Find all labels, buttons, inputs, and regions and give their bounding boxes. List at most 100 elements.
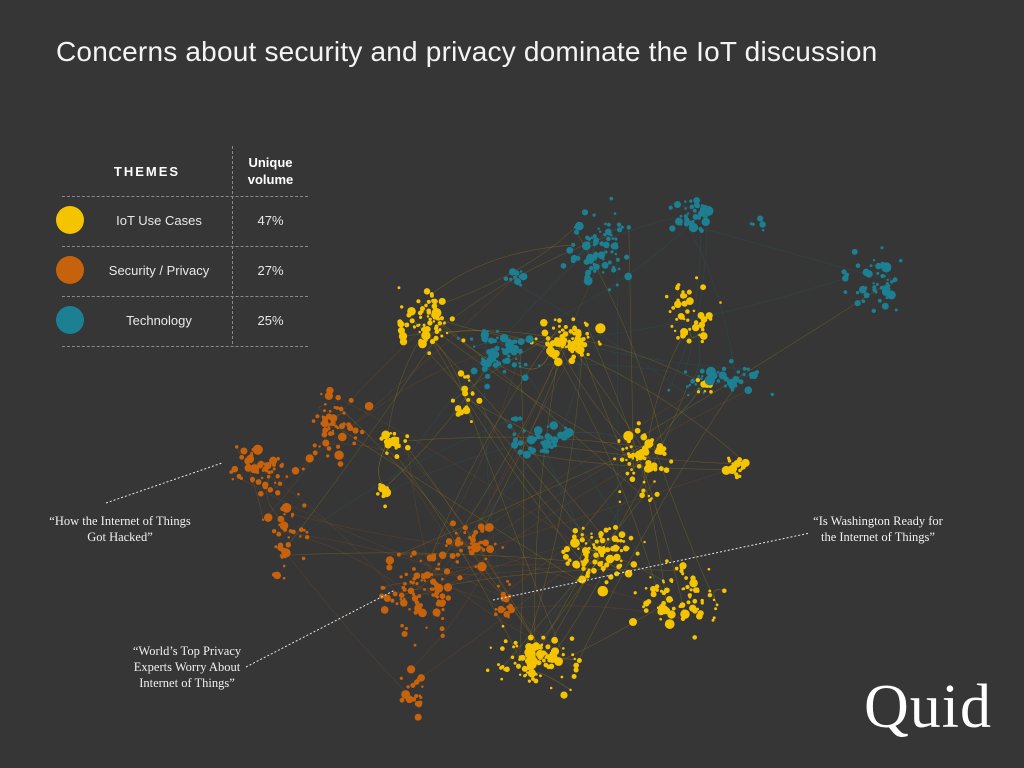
iot-use-cases-node	[649, 576, 652, 579]
technology-node	[689, 204, 695, 210]
security-privacy-node	[445, 538, 453, 545]
iot-use-cases-node	[524, 673, 528, 677]
security-privacy-node	[301, 467, 305, 471]
technology-node	[511, 441, 519, 449]
network-edge	[285, 552, 418, 704]
iot-use-cases-node	[715, 603, 719, 607]
annotation-line: “World’s Top Privacy	[132, 644, 242, 658]
iot-use-cases-node	[711, 618, 715, 622]
technology-node	[688, 223, 699, 233]
technology-node	[686, 393, 690, 397]
network-edge	[447, 330, 551, 352]
network-edge	[436, 331, 631, 457]
iot-use-cases-node	[721, 465, 731, 475]
network-edge	[509, 209, 705, 341]
iot-use-cases-node	[699, 332, 708, 340]
iot-use-cases-node	[548, 663, 555, 670]
security-privacy-node	[324, 391, 333, 400]
iot-use-cases-node	[578, 575, 587, 584]
security-privacy-node	[231, 478, 235, 481]
iot-use-cases-node	[586, 352, 590, 357]
iot-use-cases-node	[604, 580, 609, 585]
security-privacy-node	[395, 602, 399, 606]
network-edge	[381, 438, 459, 555]
iot-use-cases-node	[639, 492, 645, 499]
iot-use-cases-node	[598, 342, 602, 346]
network-edge	[616, 243, 618, 574]
technology-node	[472, 345, 476, 348]
technology-node	[697, 387, 701, 391]
security-privacy-node	[484, 525, 490, 532]
technology-node	[492, 338, 497, 344]
iot-use-cases-node	[669, 578, 674, 583]
technology-node	[593, 269, 597, 273]
iot-use-cases-node	[613, 524, 618, 530]
iot-use-cases-node	[696, 607, 700, 611]
iot-use-cases-node	[385, 451, 389, 455]
technology-node	[892, 277, 898, 283]
iot-use-cases-node	[433, 335, 439, 341]
iot-use-cases-node	[565, 561, 570, 566]
security-privacy-node	[276, 456, 280, 461]
iot-use-cases-node	[618, 500, 622, 504]
iot-use-cases-node	[642, 448, 650, 456]
technology-node	[504, 357, 511, 365]
technology-node	[481, 365, 488, 372]
security-privacy-node	[273, 571, 281, 580]
security-privacy-node	[330, 420, 336, 427]
technology-node	[617, 267, 621, 271]
security-privacy-node	[305, 535, 310, 540]
iot-use-cases-node	[560, 691, 568, 699]
security-privacy-node	[297, 492, 300, 496]
iot-use-cases-node	[625, 458, 628, 462]
security-privacy-node	[321, 415, 325, 419]
iot-use-cases-node	[518, 673, 522, 676]
technology-node	[535, 434, 542, 440]
technology-node	[744, 386, 753, 395]
iot-use-cases-node	[630, 561, 638, 568]
iot-use-cases-node	[457, 409, 465, 416]
iot-use-cases-node	[590, 535, 594, 539]
security-privacy-node	[305, 530, 309, 534]
iot-use-cases-node	[707, 592, 713, 598]
iot-use-cases-node	[385, 486, 389, 491]
iot-use-cases-node	[686, 600, 691, 605]
iot-use-cases-node	[405, 434, 410, 439]
technology-node	[728, 384, 734, 389]
security-privacy-node	[400, 599, 408, 607]
iot-use-cases-node	[500, 646, 505, 651]
iot-use-cases-node	[618, 490, 622, 494]
iot-use-cases-node	[562, 553, 569, 560]
technology-node	[507, 354, 511, 358]
security-privacy-node	[318, 445, 321, 448]
security-privacy-node	[269, 456, 278, 465]
iot-use-cases-node	[538, 674, 542, 678]
security-privacy-node	[320, 422, 324, 426]
security-privacy-node	[407, 665, 416, 674]
iot-use-cases-node	[489, 646, 493, 649]
technology-node	[502, 369, 507, 374]
iot-use-cases-node	[535, 649, 545, 659]
iot-use-cases-node	[463, 387, 467, 390]
security-privacy-node	[430, 578, 437, 585]
technology-node	[871, 308, 877, 314]
iot-use-cases-node	[676, 298, 680, 302]
technology-node	[522, 450, 531, 459]
technology-node	[520, 339, 524, 344]
iot-use-cases-node	[654, 491, 660, 497]
security-privacy-node	[484, 557, 488, 561]
legend-header-themes: THEMES	[113, 164, 181, 179]
security-privacy-node	[303, 528, 306, 532]
network-edge	[575, 385, 736, 666]
security-privacy-node	[260, 476, 264, 480]
technology-node	[890, 280, 894, 284]
legend-row-divider	[62, 246, 308, 247]
iot-use-cases-node	[582, 553, 586, 556]
technology-node	[484, 340, 488, 343]
iot-use-cases-node	[549, 686, 553, 690]
technology-node	[746, 367, 750, 371]
technology-node	[571, 242, 576, 247]
technology-node	[525, 335, 534, 344]
technology-node	[616, 222, 622, 227]
technology-node	[615, 257, 620, 262]
